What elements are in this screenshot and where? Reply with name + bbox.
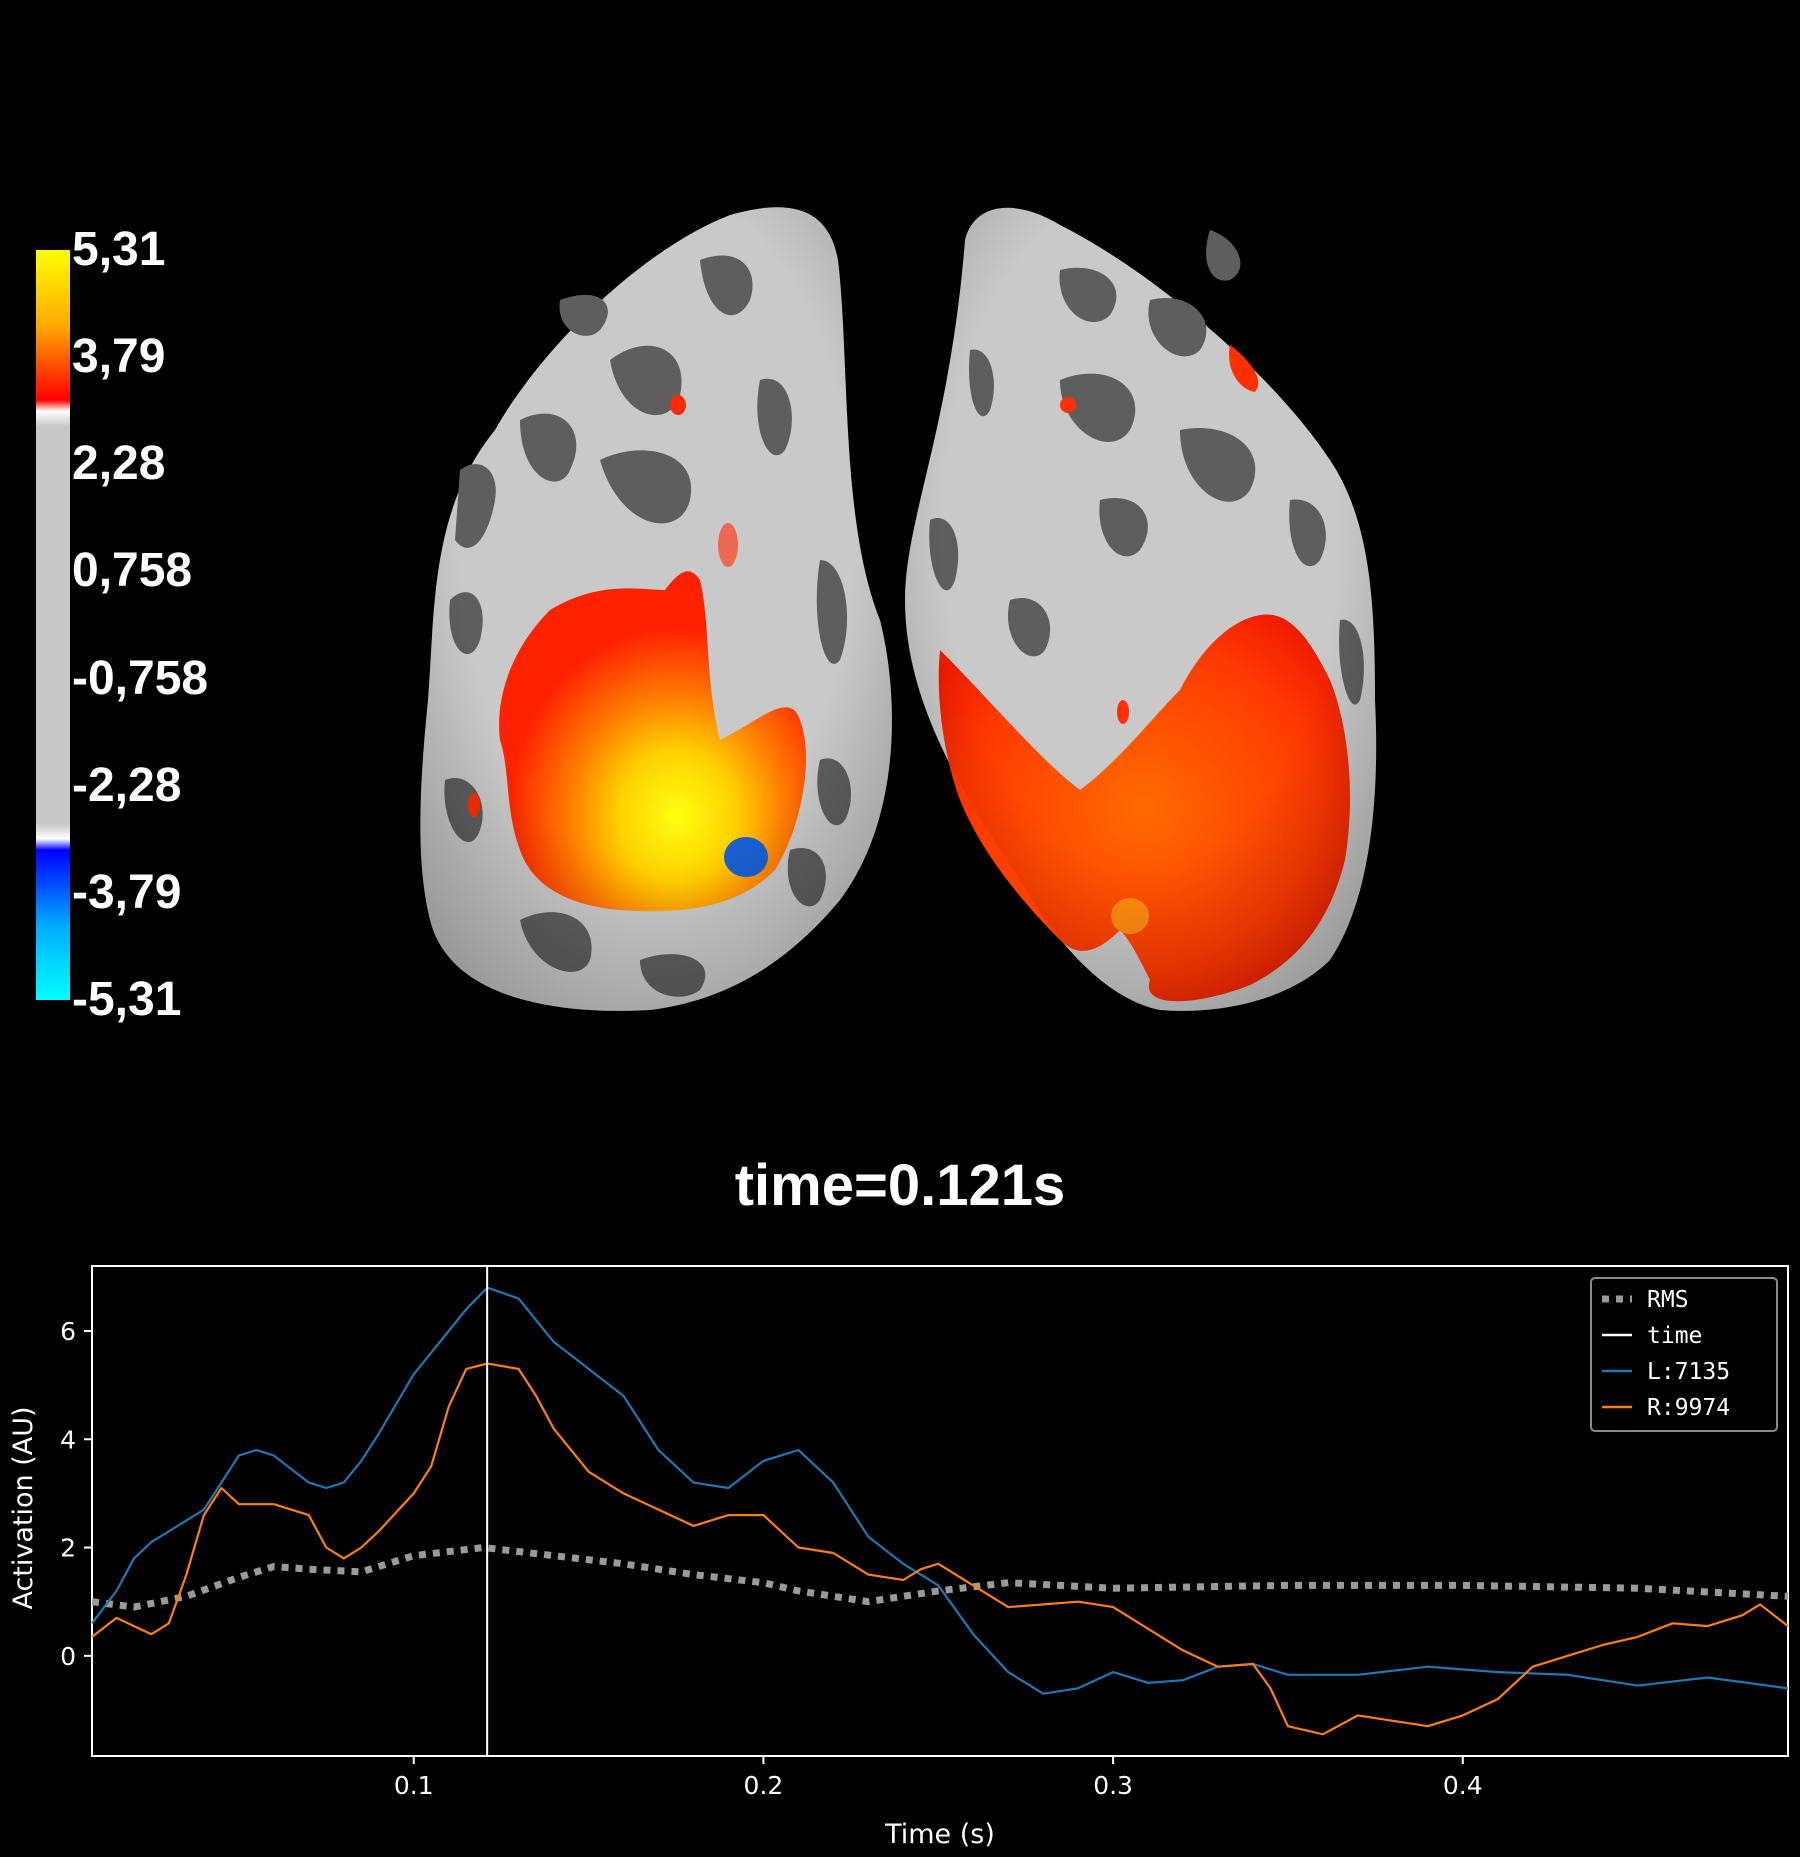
series-line-r-9974[interactable] xyxy=(91,1362,1789,1736)
y-tick-label: 6 xyxy=(60,1317,76,1346)
colorbar-tick-label: 0,758 xyxy=(72,544,193,597)
legend[interactable]: RMS time L:7135 R:9974 xyxy=(1590,1277,1778,1432)
time-label: time=0.121s xyxy=(734,1153,1066,1218)
y-axis-ticks: 0 2 4 6 xyxy=(60,1317,92,1671)
y-axis-label: Activation (AU) xyxy=(8,1406,39,1609)
y-tick-label: 0 xyxy=(60,1642,76,1671)
x-axis-label: Time (s) xyxy=(884,1819,995,1850)
x-axis-ticks: 0.1 0.2 0.3 0.4 xyxy=(394,1756,1483,1800)
series-line-rms[interactable] xyxy=(91,1544,1789,1611)
x-tick-label: 0.3 xyxy=(1093,1771,1133,1800)
y-tick-label: 4 xyxy=(60,1425,76,1454)
colorbar-tick-label: -0,758 xyxy=(72,652,209,705)
legend-label: time xyxy=(1647,1323,1702,1349)
legend-box xyxy=(1590,1277,1778,1432)
colorbar-tick-label: 2,28 xyxy=(72,437,166,490)
brain-surface-view[interactable] xyxy=(0,0,1800,1120)
x-tick-label: 0.2 xyxy=(744,1771,784,1800)
right-hemisphere[interactable] xyxy=(905,207,1377,1011)
colorbar-tick-label: 3,79 xyxy=(72,330,166,383)
x-tick-label: 0.1 xyxy=(394,1771,434,1800)
left-hemisphere[interactable] xyxy=(420,207,892,1011)
colorbar-tick-label: 5,31 xyxy=(72,223,166,276)
legend-label: R:9974 xyxy=(1647,1395,1730,1421)
plot-series-layer xyxy=(91,1286,1789,1736)
y-tick-label: 2 xyxy=(60,1534,76,1563)
time-course-plot[interactable]: 0.1 0.2 0.3 0.4 0 2 4 6 Time (s) Activation (A… xyxy=(0,1240,1800,1857)
colorbar-tick-label: -2,28 xyxy=(72,759,182,812)
series-line-l-7135[interactable] xyxy=(91,1286,1789,1695)
colorbar xyxy=(36,250,70,1000)
legend-label: L:7135 xyxy=(1647,1359,1730,1385)
colorbar-tick-label: -3,79 xyxy=(72,866,182,919)
plot-frame xyxy=(91,1265,1789,1757)
x-tick-label: 0.4 xyxy=(1443,1771,1483,1800)
legend-label: RMS xyxy=(1647,1287,1689,1313)
colorbar-tick-label: -5,31 xyxy=(72,973,182,1026)
